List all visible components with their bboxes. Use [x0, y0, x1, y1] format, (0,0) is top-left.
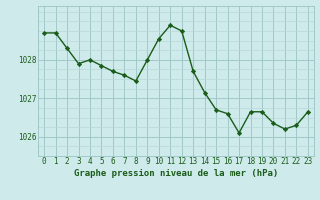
X-axis label: Graphe pression niveau de la mer (hPa): Graphe pression niveau de la mer (hPa): [74, 169, 278, 178]
